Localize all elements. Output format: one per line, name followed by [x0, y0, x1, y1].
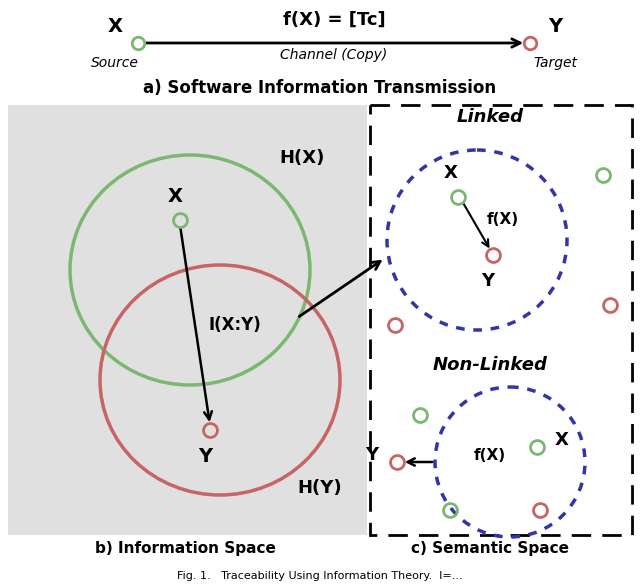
Text: a) Software Information Transmission: a) Software Information Transmission — [143, 79, 497, 97]
Text: Non-Linked: Non-Linked — [433, 356, 547, 374]
Polygon shape — [8, 105, 367, 535]
Text: Y: Y — [548, 17, 562, 36]
Text: Y: Y — [198, 447, 212, 466]
Text: H(Y): H(Y) — [298, 479, 342, 497]
Text: X: X — [444, 164, 458, 182]
Text: Channel (Copy): Channel (Copy) — [280, 48, 388, 62]
Text: b) Information Space: b) Information Space — [95, 541, 275, 556]
Text: X: X — [108, 17, 122, 36]
Text: Fig. 1.   Traceability Using Information Theory.  I=...: Fig. 1. Traceability Using Information T… — [177, 571, 463, 581]
Text: f(X) = [Tc]: f(X) = [Tc] — [283, 11, 385, 29]
Text: X: X — [555, 431, 569, 449]
Text: f(X): f(X) — [487, 213, 519, 228]
Text: I(X:Y): I(X:Y) — [209, 316, 261, 334]
Bar — [370, 105, 632, 535]
Text: c) Semantic Space: c) Semantic Space — [411, 541, 569, 556]
Text: Linked: Linked — [456, 108, 524, 126]
Text: X: X — [168, 187, 182, 206]
Text: H(X): H(X) — [279, 149, 324, 167]
Text: f(X): f(X) — [474, 447, 506, 463]
Text: Y: Y — [365, 446, 378, 464]
Text: Target: Target — [533, 56, 577, 70]
Text: Y: Y — [481, 272, 495, 290]
Text: Source: Source — [91, 56, 139, 70]
